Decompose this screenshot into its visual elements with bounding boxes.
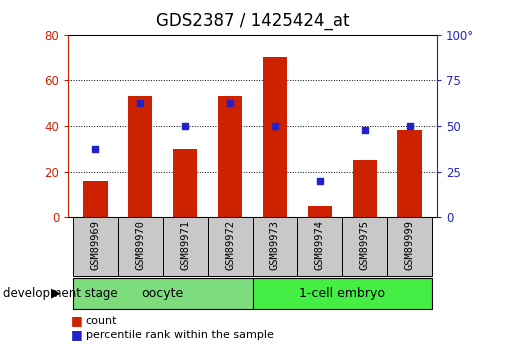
Bar (387, 217, 432, 276)
Text: GSM89972: GSM89972 (225, 220, 235, 270)
Text: development stage: development stage (3, 287, 117, 300)
Text: GSM89969: GSM89969 (90, 220, 100, 270)
Point (271, 123, 279, 129)
Text: 1-cell embryo: 1-cell embryo (299, 287, 385, 300)
Text: GSM89999: GSM89999 (405, 220, 415, 270)
Text: GSM89971: GSM89971 (180, 220, 190, 270)
Point (316, 178, 324, 184)
Point (406, 123, 414, 129)
Bar (263, 57, 287, 217)
Bar (252, 217, 297, 276)
Bar (73, 278, 252, 309)
Text: oocyte: oocyte (141, 287, 184, 300)
Text: ■: ■ (71, 314, 82, 327)
Bar (352, 160, 377, 217)
Bar (218, 96, 242, 217)
Point (136, 100, 144, 106)
Bar (252, 278, 432, 309)
Text: count: count (86, 316, 117, 326)
Text: percentile rank within the sample: percentile rank within the sample (86, 330, 274, 339)
Bar (118, 217, 163, 276)
Point (226, 100, 234, 106)
Bar (342, 217, 387, 276)
Text: ▶: ▶ (51, 287, 61, 300)
Point (361, 127, 369, 132)
Text: GDS2387 / 1425424_at: GDS2387 / 1425424_at (156, 12, 349, 30)
Bar (208, 217, 252, 276)
Bar (163, 217, 208, 276)
Text: ■: ■ (71, 328, 82, 341)
Point (181, 123, 189, 129)
Text: GSM89974: GSM89974 (315, 220, 325, 270)
Bar (397, 130, 422, 217)
Bar (173, 149, 197, 217)
Text: GSM89973: GSM89973 (270, 220, 280, 270)
Text: GSM89970: GSM89970 (135, 220, 145, 270)
Point (91, 146, 99, 151)
Bar (308, 206, 332, 217)
Bar (73, 217, 118, 276)
Text: GSM89975: GSM89975 (360, 220, 370, 270)
Bar (128, 96, 153, 217)
Bar (297, 217, 342, 276)
Bar (83, 181, 108, 217)
